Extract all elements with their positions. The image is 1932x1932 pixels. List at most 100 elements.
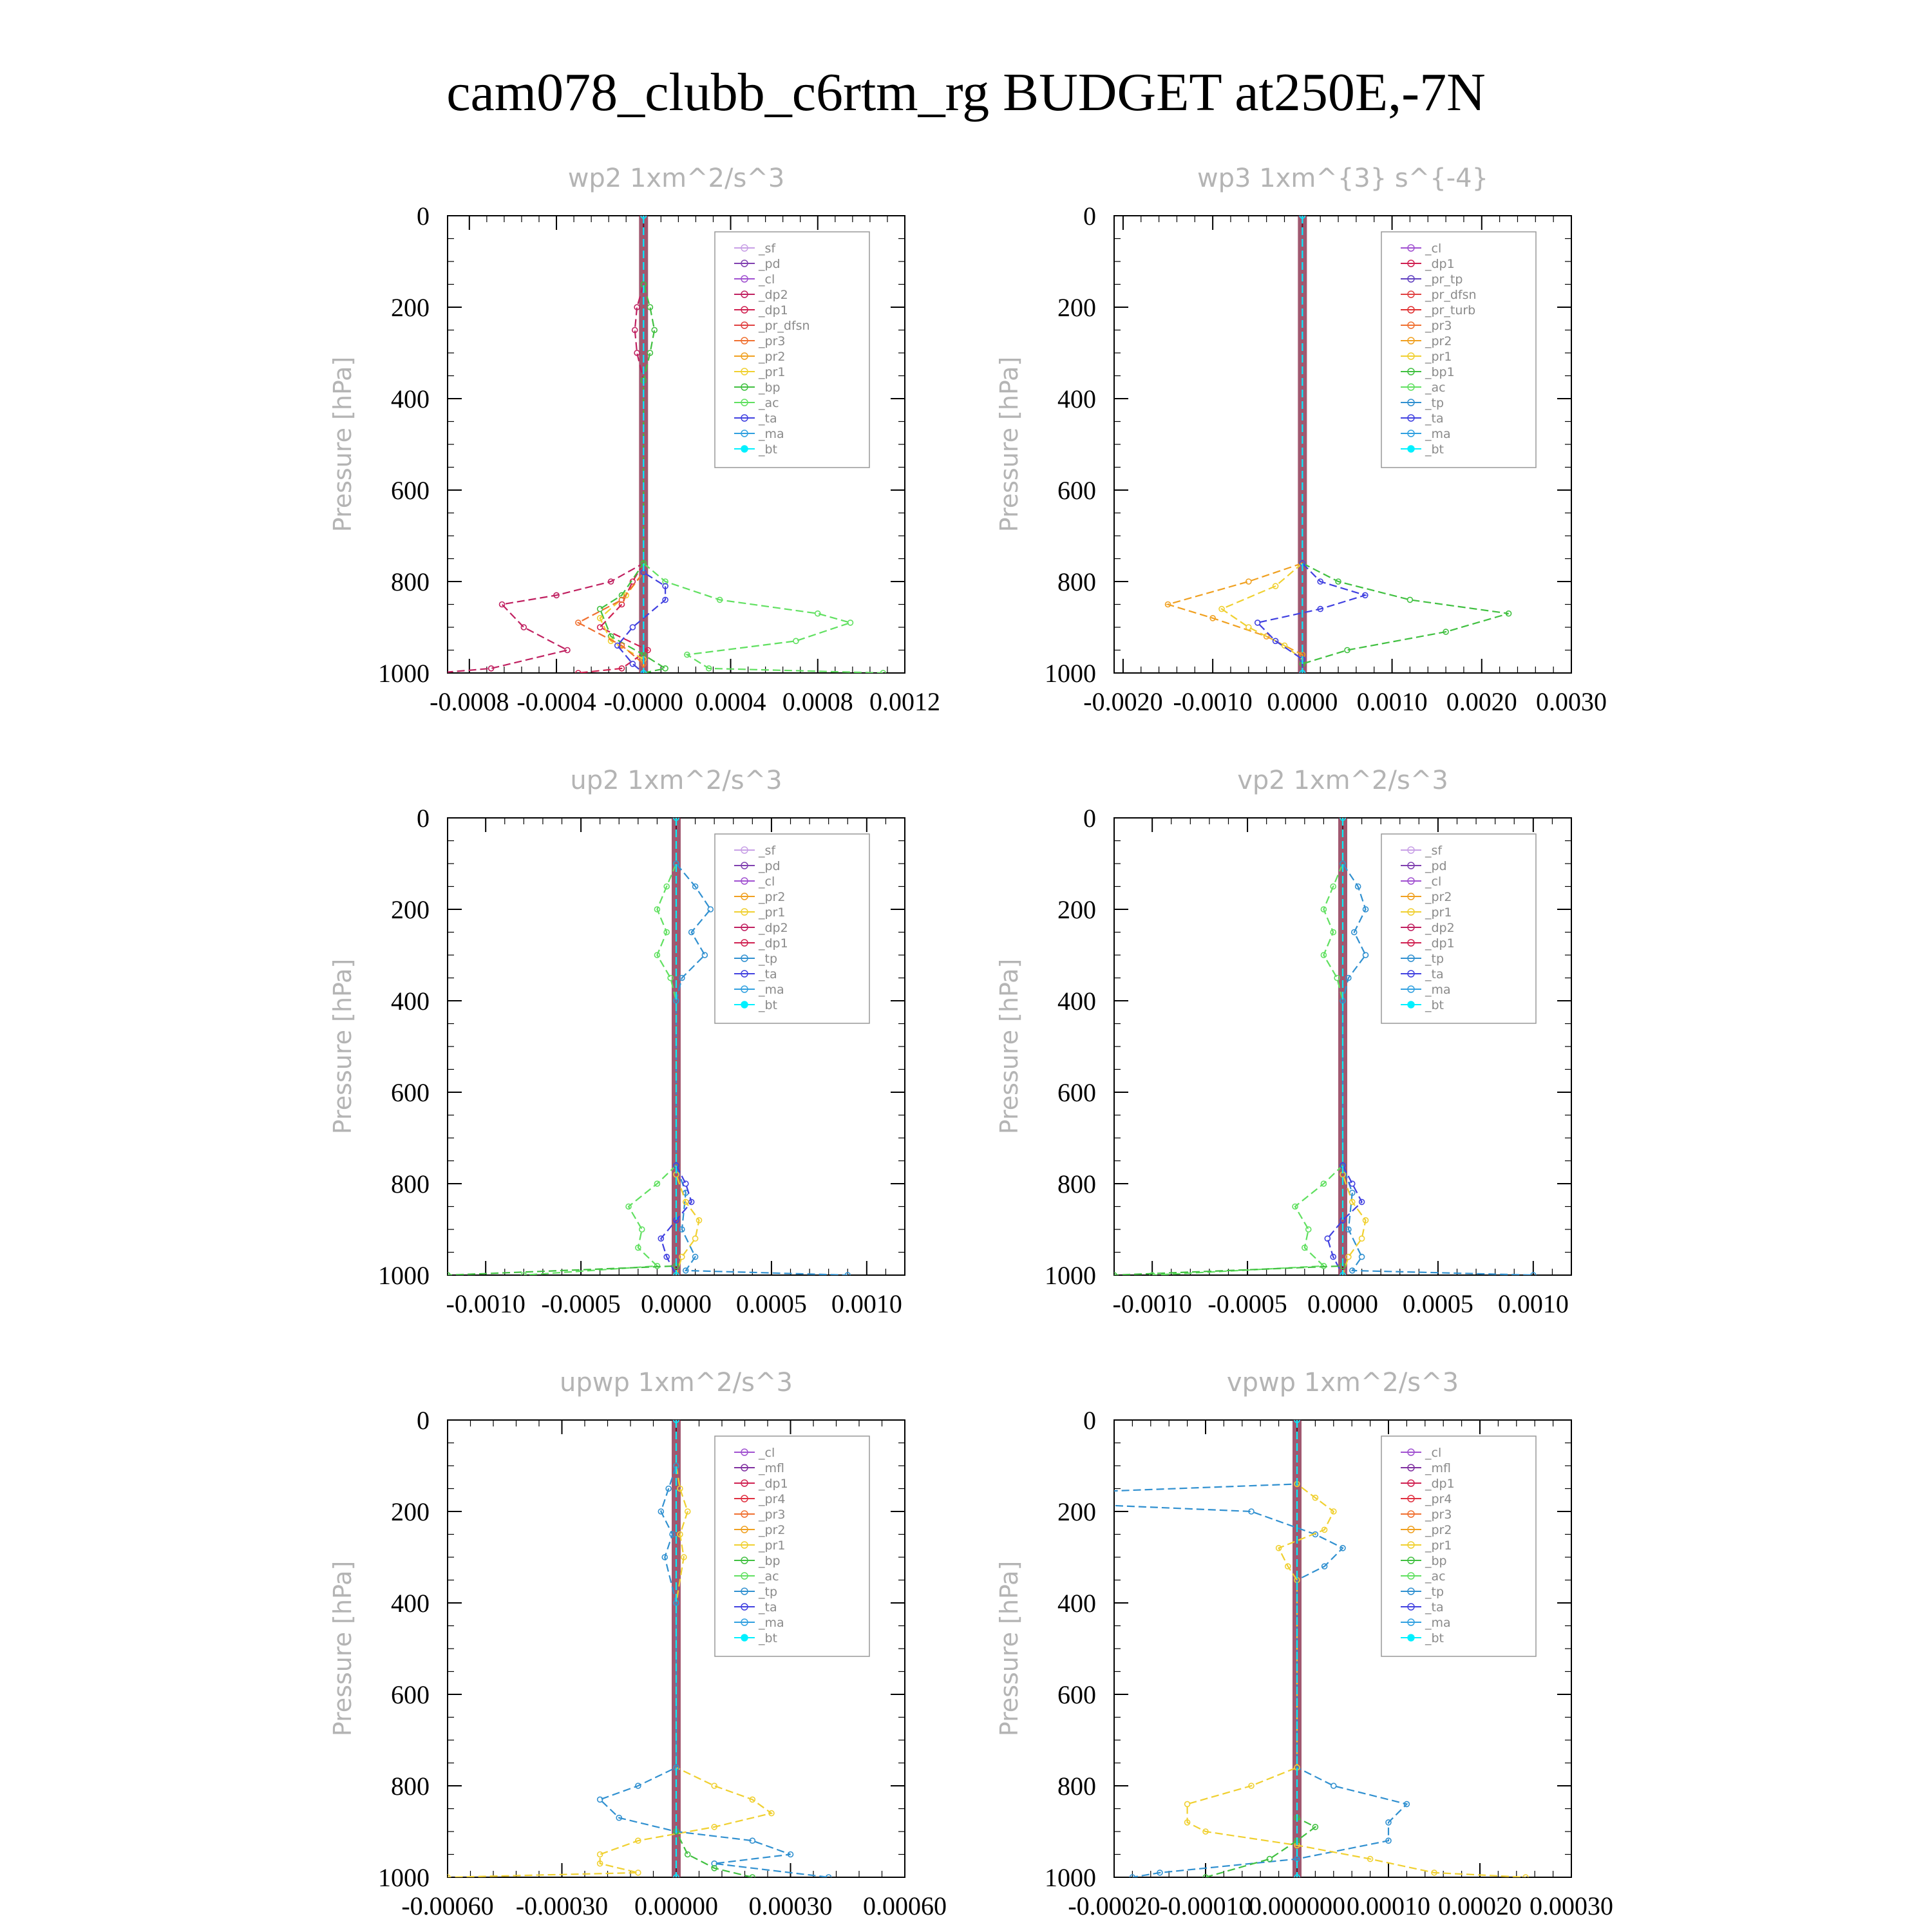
legend-marker (741, 1448, 748, 1456)
legend-label: _ma (1425, 983, 1451, 997)
legend-marker (1407, 893, 1415, 900)
series-line-dp1 (524, 818, 677, 1275)
legend-label: _dp1 (758, 303, 788, 317)
data-point (1321, 1563, 1328, 1569)
x-tick-label: -0.00060 (401, 1891, 493, 1920)
data-point (696, 1217, 703, 1224)
data-point (596, 1796, 603, 1803)
legend-box (1381, 833, 1537, 1024)
data-point (1294, 1874, 1300, 1877)
data-point (1305, 1226, 1312, 1233)
data-point (1362, 906, 1369, 913)
data-point (1340, 1545, 1346, 1551)
data-point (1331, 1783, 1337, 1789)
y-tick-label: 600 (391, 1680, 430, 1709)
data-point (665, 1485, 672, 1492)
y-tick-label: 200 (391, 1497, 430, 1526)
data-point (618, 596, 625, 603)
legend: _cl_mfl_dp1_pr4_pr3_pr2_pr1_bp_ac_tp_ta_… (714, 1435, 870, 1657)
legend-marker (741, 275, 748, 283)
series-line-tp (1114, 1420, 1408, 1877)
data-point (1350, 929, 1358, 936)
legend-marker (741, 321, 748, 329)
legend-marker (1407, 321, 1415, 329)
data-point (707, 906, 714, 913)
legend-label: _mfl (1425, 1461, 1451, 1475)
legend-label: _dp2 (758, 288, 788, 302)
data-point (787, 1851, 794, 1858)
data-point (596, 624, 603, 630)
legend-label: _bp (758, 381, 781, 395)
data-point (1263, 633, 1270, 640)
legend-label: _bt (1425, 998, 1444, 1012)
data-point (688, 1198, 695, 1206)
data-point (640, 216, 647, 219)
legend-label: _sf (758, 844, 776, 858)
data-point (692, 1235, 699, 1242)
y-axis-label: Pressure [hPa] (995, 357, 1023, 533)
legend-marker (1407, 1634, 1415, 1642)
y-tick-label: 1000 (378, 1863, 430, 1892)
series-group (448, 818, 851, 1275)
y-tick-label: 600 (1057, 1078, 1096, 1107)
data-point (1202, 1828, 1209, 1835)
data-point (1272, 638, 1279, 645)
data-point (1245, 624, 1252, 630)
legend-label: _pr2 (758, 350, 785, 364)
legend-marker (741, 1464, 748, 1472)
x-tick-label: -0.0008 (430, 687, 509, 716)
legend-marker (741, 1587, 748, 1595)
y-tick-label: 0 (1083, 804, 1096, 833)
legend-label: _ma (1425, 427, 1451, 441)
data-point (1157, 1870, 1163, 1876)
legend-marker (1407, 1526, 1415, 1533)
legend: _cl_dp1_pr_tp_pr_dfsn_pr_turb _pr3_pr2 _pr… (1381, 231, 1537, 468)
legend-marker (741, 445, 748, 453)
x-tick-label: 0.00000 (634, 1891, 718, 1920)
legend-marker (1407, 1479, 1415, 1487)
data-point (711, 1783, 717, 1789)
data-point (1522, 1874, 1529, 1877)
y-tick-label: 0 (417, 202, 430, 231)
data-point (640, 670, 647, 673)
series-line-dp1 (1152, 818, 1344, 1275)
legend-label: _bp (758, 1554, 781, 1568)
legend: _sf_pd _cl_pr2_pr1_dp2_dp1_tp_ta _ma_bt (1381, 833, 1537, 1024)
x-tick-label: 0.0010 (831, 1289, 902, 1318)
data-point (575, 670, 582, 673)
series-line-tp (1341, 818, 1533, 1275)
legend: _cl_mfl_dp1_pr4_pr3_pr2_pr1_bp_ac_tp_ta_… (1381, 1435, 1537, 1657)
legend-label: _tp (758, 952, 777, 966)
x-tick-label: -0.0000 (604, 687, 683, 716)
data-point (844, 1272, 851, 1275)
data-point (654, 906, 661, 913)
data-point (673, 1874, 679, 1877)
data-point (1164, 601, 1171, 608)
data-point (1362, 592, 1368, 599)
legend-label: _mfl (758, 1461, 784, 1475)
x-tick-label: -0.0005 (1208, 1289, 1287, 1318)
legend-marker (741, 939, 748, 947)
legend-marker (741, 923, 748, 931)
data-point (634, 350, 640, 356)
data-point (1302, 1244, 1308, 1251)
legend-label: _pr_dfsn (758, 319, 810, 333)
data-point (1129, 1874, 1136, 1877)
series-line-pr1 (1341, 818, 1367, 1275)
zero-line-band (639, 216, 649, 673)
y-tick-label: 0 (417, 1406, 430, 1435)
x-tick-label: -0.00020 (1068, 1891, 1160, 1920)
data-point (1335, 578, 1341, 585)
data-point (749, 1837, 756, 1844)
y-tick-label: 400 (1057, 384, 1096, 413)
data-point (677, 1485, 683, 1492)
data-point (1275, 1545, 1282, 1551)
data-point (596, 1851, 603, 1858)
legend-marker (741, 1634, 748, 1642)
legend-marker (741, 1495, 748, 1502)
data-point (682, 1180, 689, 1187)
data-point (1320, 952, 1327, 958)
x-tick-label: -0.00030 (516, 1891, 608, 1920)
data-point (623, 592, 630, 599)
